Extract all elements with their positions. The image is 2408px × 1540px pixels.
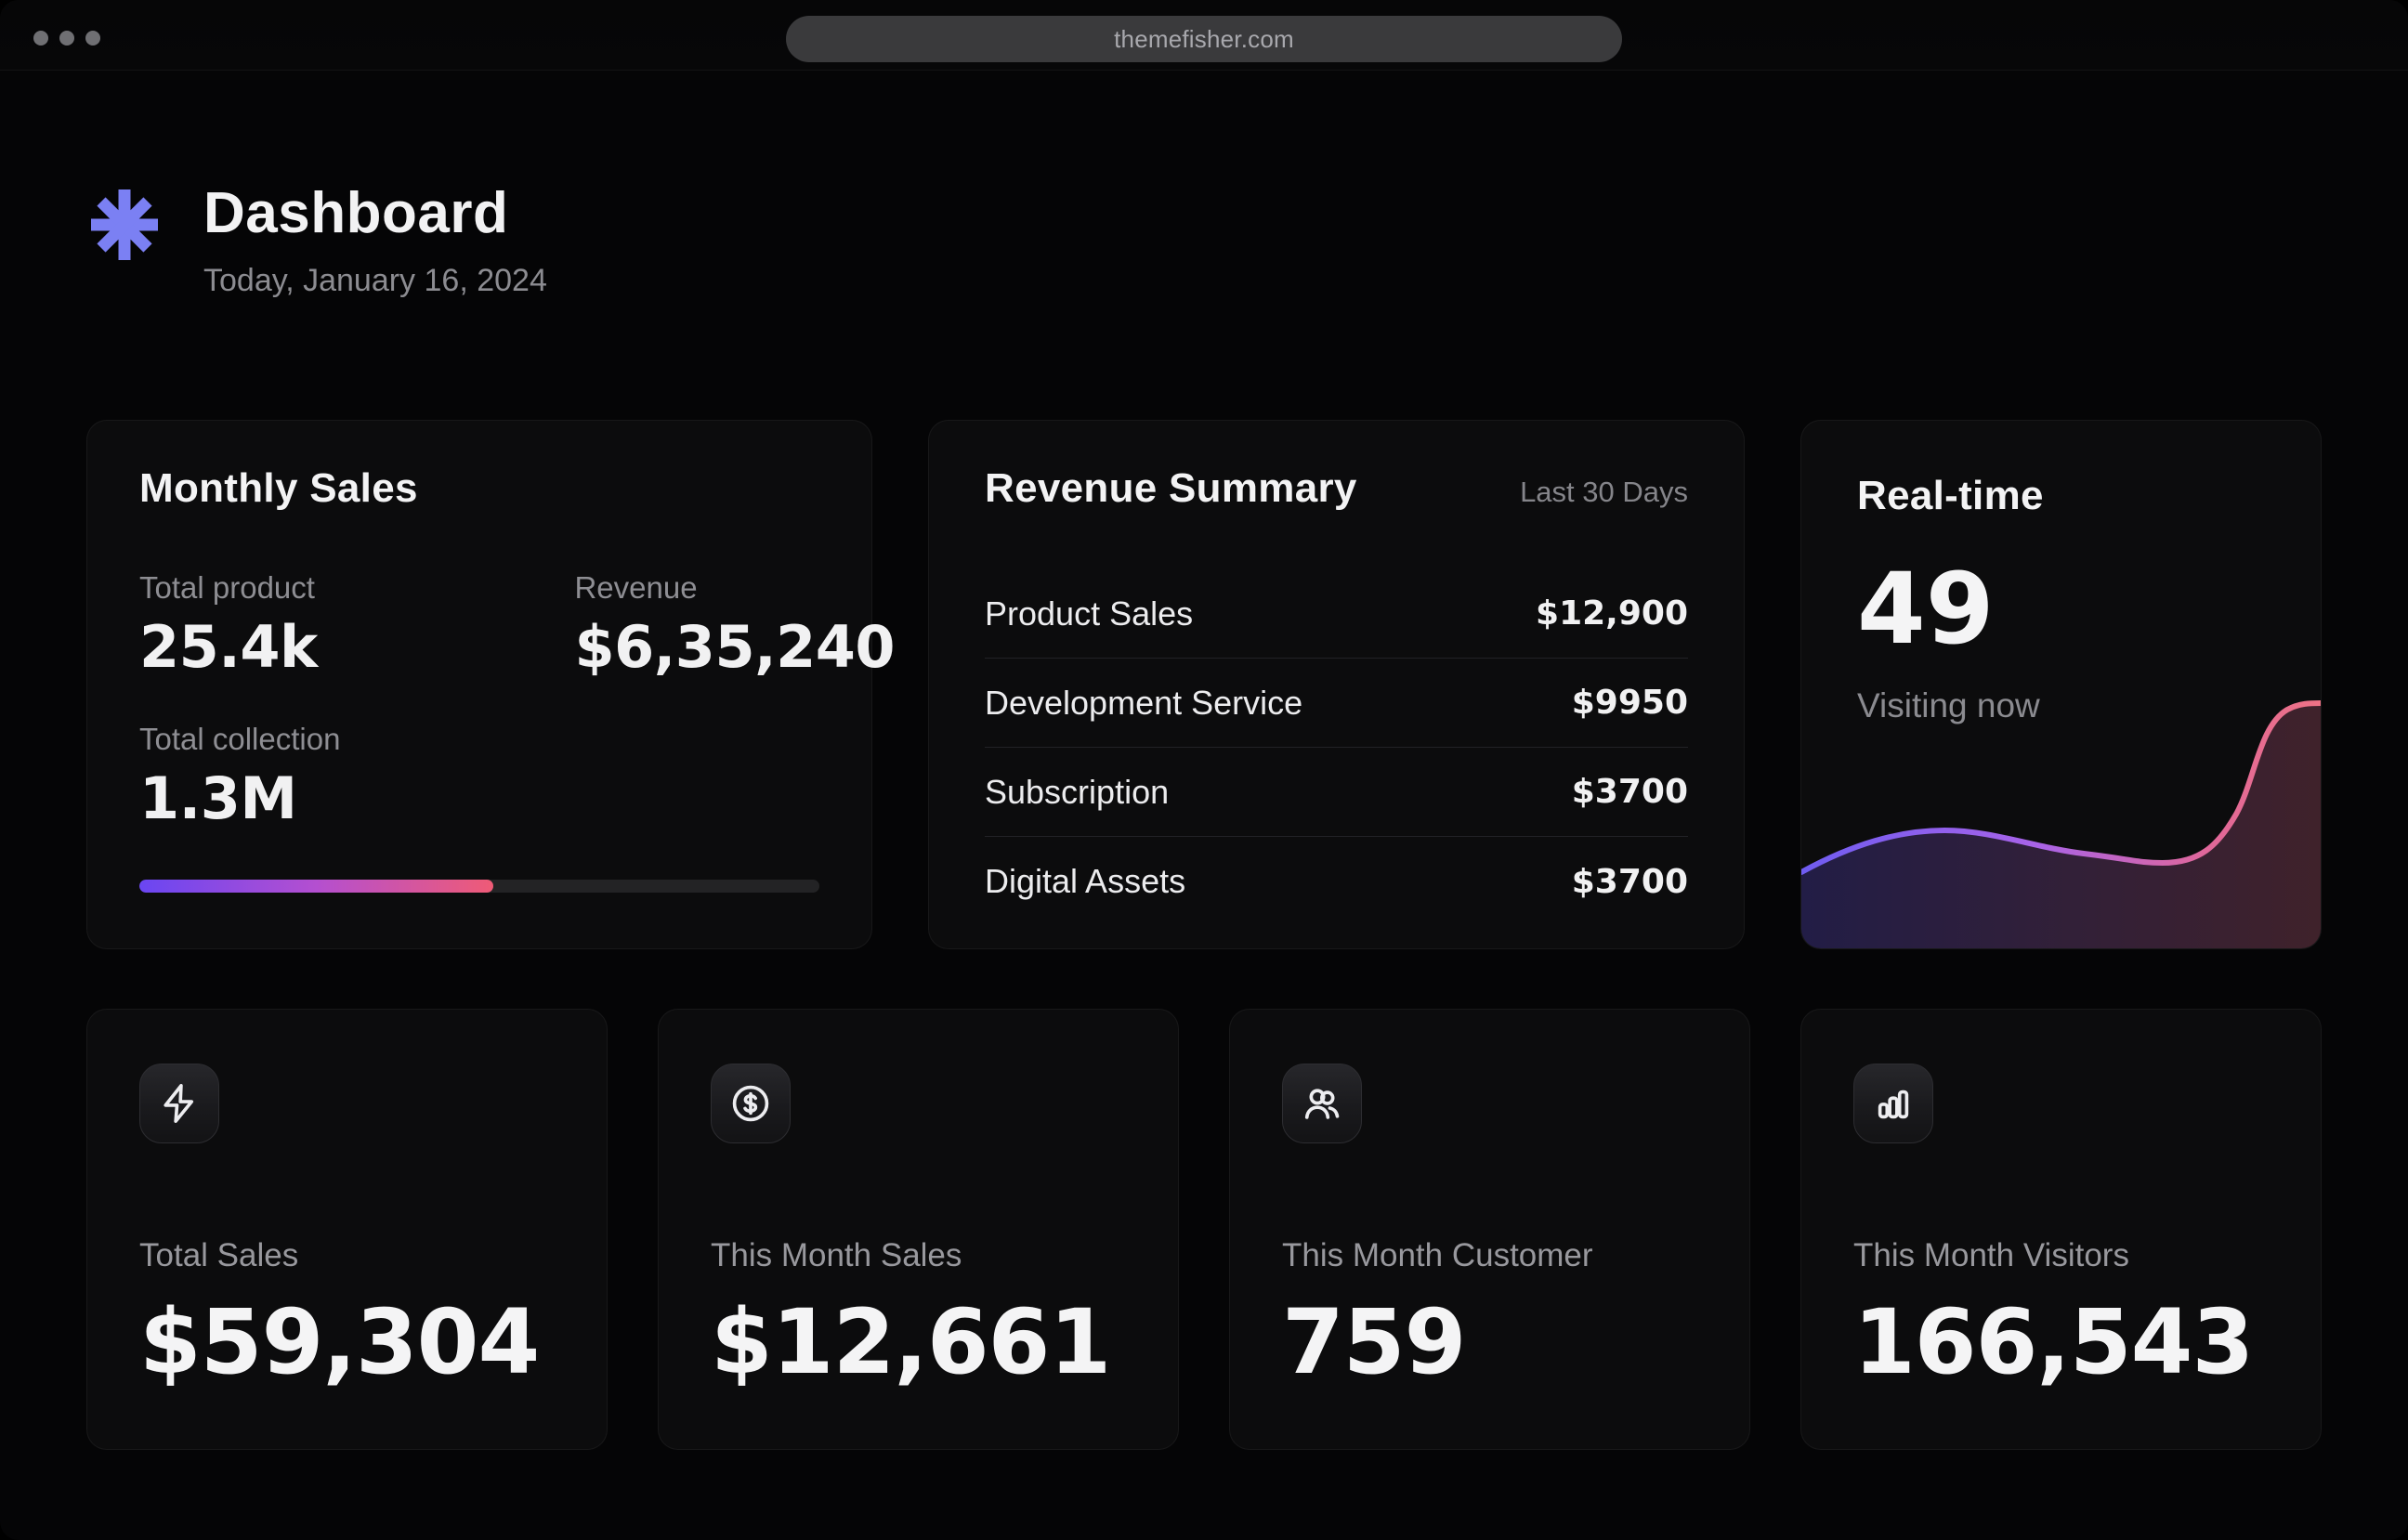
collection-progress-fill	[139, 880, 493, 893]
asterisk-strokes	[91, 189, 158, 260]
revenue-period-label: Last 30 Days	[1520, 476, 1688, 508]
revenue-row: Subscription $3700	[985, 748, 1688, 837]
metric-value: $6,35,240	[574, 613, 896, 681]
icon-tile	[711, 1064, 791, 1143]
metric-label: Revenue	[574, 570, 698, 605]
realtime-area-chart	[1801, 700, 2321, 948]
dashboard-content: Dashboard Today, January 16, 2024 Monthl…	[0, 71, 2408, 1450]
revenue-summary-card: Revenue Summary Last 30 Days Product Sal…	[928, 420, 1745, 949]
revenue-row: Development Service $9950	[985, 659, 1688, 748]
collection-progress-track	[139, 880, 819, 893]
window-control-dot[interactable]	[85, 31, 100, 46]
stat-card-total-sales: Total Sales $59,304	[86, 1009, 608, 1450]
users-icon	[1304, 1089, 1340, 1119]
page-header: Dashboard Today, January 16, 2024	[86, 181, 2322, 299]
monthly-sales-title: Monthly Sales	[139, 465, 418, 511]
realtime-value: 49	[1857, 552, 1995, 666]
icon-tile	[1853, 1064, 1933, 1143]
stat-label: This Month Sales	[711, 1237, 962, 1273]
realtime-card: Real-time 49 Visiting now	[1800, 420, 2322, 949]
revenue-row-value: $9950	[1571, 684, 1688, 722]
metric-total-product: Total product 25.4k	[139, 569, 574, 680]
area-fill	[1801, 703, 2321, 948]
icon-tile	[1282, 1064, 1362, 1143]
revenue-summary-title: Revenue Summary	[985, 465, 1357, 511]
stat-label: This Month Visitors	[1853, 1237, 2129, 1273]
monthly-sales-card: Monthly Sales Total product 25.4k Revenu…	[86, 420, 896, 949]
revenue-row: Digital Assets $3700	[985, 837, 1688, 926]
metric-revenue: Revenue $6,35,240	[574, 569, 896, 681]
stat-value: $59,304	[139, 1290, 540, 1394]
stat-value: $12,661	[711, 1290, 1111, 1394]
page-date: Today, January 16, 2024	[203, 263, 547, 298]
metric-label: Total collection	[139, 722, 341, 756]
dollar-circle-icon	[732, 1085, 769, 1122]
metric-total-collection: Total collection 1.3M	[139, 721, 819, 831]
bar-chart-icon	[1878, 1090, 1909, 1119]
lightning-icon	[164, 1084, 194, 1123]
stat-value: 166,543	[1853, 1290, 2254, 1394]
window-controls[interactable]	[33, 31, 100, 46]
area-line	[1801, 700, 2321, 875]
browser-topbar: themefisher.com	[0, 0, 2408, 71]
stat-label: Total Sales	[139, 1237, 299, 1273]
url-text: themefisher.com	[1114, 24, 1294, 53]
stat-label: This Month Customer	[1282, 1237, 1593, 1273]
revenue-row-value: $12,900	[1536, 594, 1688, 633]
icon-tile	[139, 1064, 219, 1143]
revenue-row-label: Development Service	[985, 683, 1303, 722]
metric-label: Total product	[139, 570, 315, 605]
metric-value: 1.3M	[139, 764, 297, 832]
revenue-row: Product Sales $12,900	[985, 569, 1688, 659]
revenue-row-label: Digital Assets	[985, 862, 1186, 900]
realtime-caption: Visiting now	[1857, 686, 2040, 724]
window-control-dot[interactable]	[59, 31, 74, 46]
window-control-dot[interactable]	[33, 31, 48, 46]
url-bar[interactable]: themefisher.com	[786, 16, 1622, 62]
revenue-row-value: $3700	[1571, 773, 1688, 811]
revenue-row-label: Subscription	[985, 772, 1170, 811]
stat-value: 759	[1282, 1290, 1466, 1394]
metric-value: 25.4k	[139, 613, 318, 681]
realtime-title: Real-time	[1857, 473, 2044, 518]
page-title: Dashboard	[203, 181, 509, 245]
revenue-rows: Product Sales $12,900 Development Servic…	[985, 569, 1688, 926]
asterisk-logo-icon	[86, 187, 163, 263]
stat-card-month-customer: This Month Customer 759	[1229, 1009, 1750, 1450]
stat-card-month-sales: This Month Sales $12,661	[658, 1009, 1179, 1450]
revenue-row-label: Product Sales	[985, 594, 1194, 633]
stat-card-month-visitors: This Month Visitors 166,543	[1800, 1009, 2322, 1450]
revenue-row-value: $3700	[1571, 862, 1688, 901]
